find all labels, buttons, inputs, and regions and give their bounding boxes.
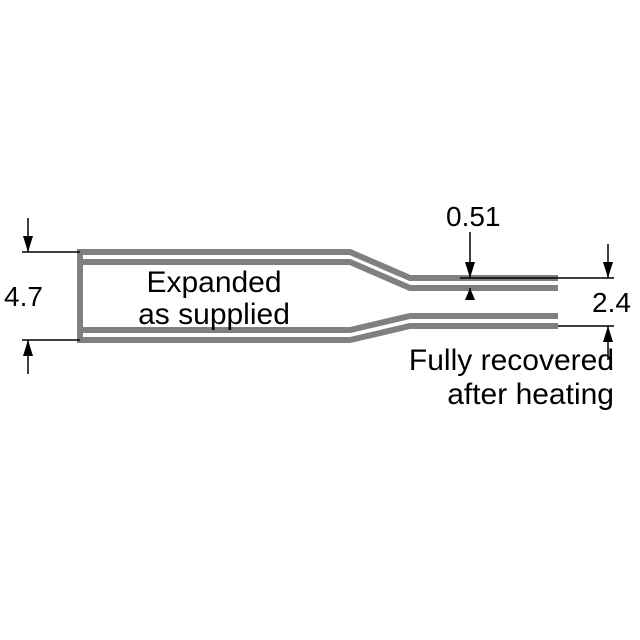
dimension-recovered-diameter: 2.4 bbox=[558, 244, 631, 360]
dimension-expanded-diameter: 4.7 bbox=[4, 218, 80, 374]
expanded-label-line2: as supplied bbox=[138, 298, 290, 331]
expanded-label-line1: Expanded bbox=[146, 266, 281, 299]
heat-shrink-diagram: 4.7 0.51 2.4 Expanded as supplied Fully … bbox=[0, 0, 640, 640]
wall-thickness-value: 0.51 bbox=[446, 201, 501, 232]
recovered-label-line2: after heating bbox=[447, 378, 614, 411]
recovered-label-line1: Fully recovered bbox=[409, 344, 614, 377]
recovered-diameter-value: 2.4 bbox=[592, 287, 631, 318]
expanded-diameter-value: 4.7 bbox=[4, 281, 43, 312]
